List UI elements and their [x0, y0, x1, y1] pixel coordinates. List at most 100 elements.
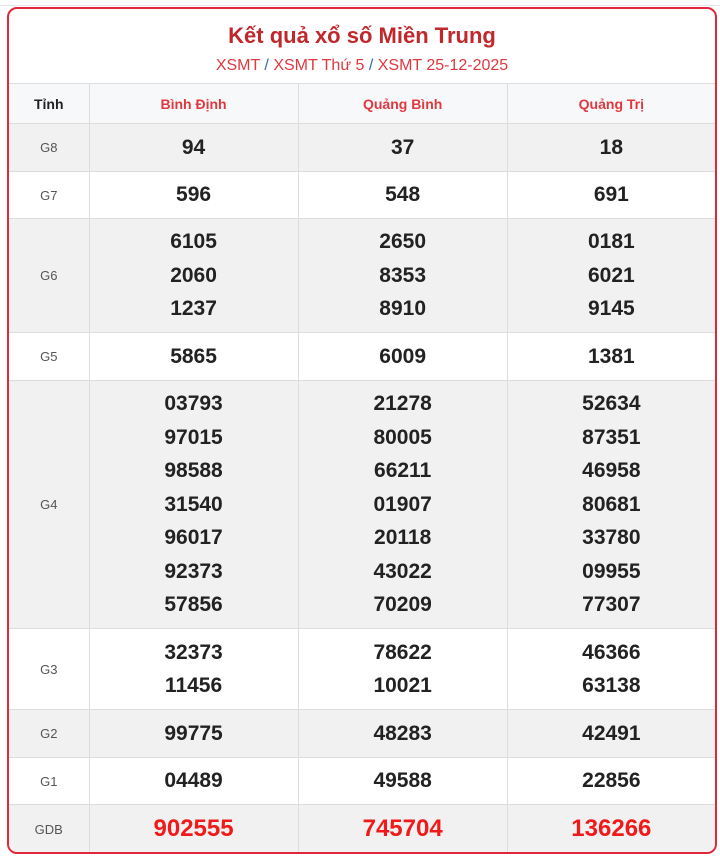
prize-number: 97015: [164, 425, 223, 449]
prize-number: 78622: [373, 640, 432, 664]
prize-cell: 5865: [88, 332, 299, 381]
prize-cell: 21278 80005 66211 01907 20118 43022 70209: [297, 380, 508, 629]
prize-number: 33780: [582, 526, 641, 550]
prize-number: 01907: [373, 492, 432, 516]
prize-cell: 49588: [297, 757, 508, 805]
prize-label: G1: [9, 757, 90, 805]
breadcrumb-separator: /: [264, 57, 269, 74]
prize-row-g8: G8 94 37 18: [9, 123, 715, 172]
prize-row-g1: G1 04489 49588 22856: [9, 757, 715, 805]
header-binh-dinh[interactable]: Bình Định: [88, 83, 299, 124]
prize-number: 80681: [582, 492, 641, 516]
prize-label: G4: [9, 380, 90, 629]
prize-number: 98588: [164, 459, 223, 483]
prize-row-gdb: GDB 902555 745704 136266: [9, 804, 715, 852]
prize-number: 21278: [373, 392, 432, 416]
prize-cell: 18: [506, 123, 715, 172]
prize-number: 66211: [374, 459, 432, 483]
header-quang-tri[interactable]: Quảng Trị: [506, 83, 715, 124]
prize-number: 99775: [164, 721, 223, 745]
prize-number: 46366: [582, 640, 641, 664]
prize-label: G7: [9, 171, 90, 219]
prize-cell: 42491: [506, 709, 715, 758]
prize-label: G2: [9, 709, 90, 758]
header-province: Tỉnh: [9, 83, 90, 124]
prize-cell: 37: [297, 123, 508, 172]
prize-label: G6: [9, 218, 90, 333]
prize-number: 0181: [587, 230, 635, 254]
prize-number: 04489: [164, 769, 223, 793]
prize-number: 8353: [379, 263, 426, 287]
prize-number: 548: [385, 183, 421, 207]
prize-number: 37: [390, 135, 415, 159]
prize-cell: 22856: [506, 757, 715, 805]
prize-number: 48283: [373, 721, 432, 745]
prize-number: 745704: [362, 815, 443, 843]
prize-number: 2060: [170, 263, 217, 287]
prize-cell: 1381: [506, 332, 715, 381]
prize-number: 902555: [153, 815, 234, 843]
header-quang-binh[interactable]: Quảng Bình: [297, 83, 508, 124]
prize-number: 42491: [582, 721, 641, 745]
prize-label: G5: [9, 332, 90, 381]
prize-number: 6105: [170, 230, 217, 254]
prize-cell: 99775: [88, 709, 299, 758]
prize-number: 9145: [587, 297, 635, 321]
prize-number: 63138: [582, 674, 641, 697]
prize-number: 70209: [373, 593, 432, 617]
prize-label: GDB: [9, 804, 90, 852]
prize-number: 92373: [164, 559, 223, 583]
prize-cell: 2650 8353 8910: [297, 218, 508, 333]
prize-cell: 6105 2060 1237: [88, 218, 299, 333]
prize-label: G3: [9, 628, 90, 710]
prize-number: 8910: [379, 297, 426, 321]
prize-number: 87351: [582, 425, 641, 449]
prize-number: 96017: [164, 526, 223, 550]
prize-cell: 745704: [297, 804, 508, 852]
prize-cell: 48283: [297, 709, 508, 758]
breadcrumb-xsmt[interactable]: XSMT: [215, 57, 260, 74]
prize-cell: 0181 6021 9145: [506, 218, 715, 333]
prize-row-g4: G4 03793 97015 98588 31540 96017 92373 57856 212…: [9, 380, 715, 629]
results-table: Tỉnh Bình Định Quảng Bình Quảng Trị G8 94…: [9, 83, 715, 852]
prize-number: 94: [181, 135, 206, 159]
breadcrumb-xsmt-thu5[interactable]: XSMT Thứ 5: [273, 57, 365, 74]
prize-number: 18: [599, 135, 624, 159]
prize-number: 57856: [164, 593, 223, 617]
prize-cell: 52634 87351 46958 80681 33780 09955 77307: [506, 380, 715, 629]
prize-cell: 04489: [88, 757, 299, 805]
prize-number: 136266: [571, 815, 652, 843]
prize-number: 49588: [373, 769, 432, 793]
prize-number: 03793: [164, 392, 223, 416]
prize-number: 10021: [373, 674, 432, 697]
prize-number: 32373: [164, 640, 223, 664]
prize-cell: 78622 10021: [297, 628, 508, 710]
prize-number: 6009: [379, 344, 426, 368]
prize-number: 1381: [587, 344, 635, 368]
prize-number: 31540: [164, 492, 223, 516]
prize-cell: 03793 97015 98588 31540 96017 92373 57856: [88, 380, 299, 629]
prize-number: 596: [176, 183, 212, 207]
page-top-divider: [0, 0, 720, 6]
prize-cell: 6009: [297, 332, 508, 381]
prize-number: 11456: [164, 674, 223, 697]
prize-number: 6021: [587, 263, 635, 287]
prize-row-g6: G6 6105 2060 1237 2650 8353 8910 0181 6021 9145: [9, 218, 715, 333]
prize-cell: 32373 11456: [88, 628, 299, 710]
prize-cell: 902555: [88, 804, 299, 852]
prize-number: 2650: [379, 230, 426, 254]
prize-number: 691: [593, 183, 629, 207]
prize-cell: 596: [88, 171, 299, 219]
prize-number: 43022: [373, 559, 432, 583]
prize-number: 1237: [170, 297, 217, 321]
breadcrumb-date[interactable]: XSMT 25-12-2025: [377, 57, 509, 74]
prize-cell: 691: [506, 171, 715, 219]
breadcrumb-separator: /: [368, 57, 374, 74]
prize-row-g2: G2 99775 48283 42491: [9, 709, 715, 758]
prize-cell: 46366 63138: [506, 628, 715, 710]
page-title: Kết quả xổ số Miền Trung: [228, 23, 496, 48]
prize-cell: 548: [297, 171, 508, 219]
prize-cell: 94: [88, 123, 299, 172]
breadcrumb: XSMT / XSMT Thứ 5 / XSMT 25-12-2025: [9, 51, 715, 81]
prize-cell: 136266: [506, 804, 715, 852]
